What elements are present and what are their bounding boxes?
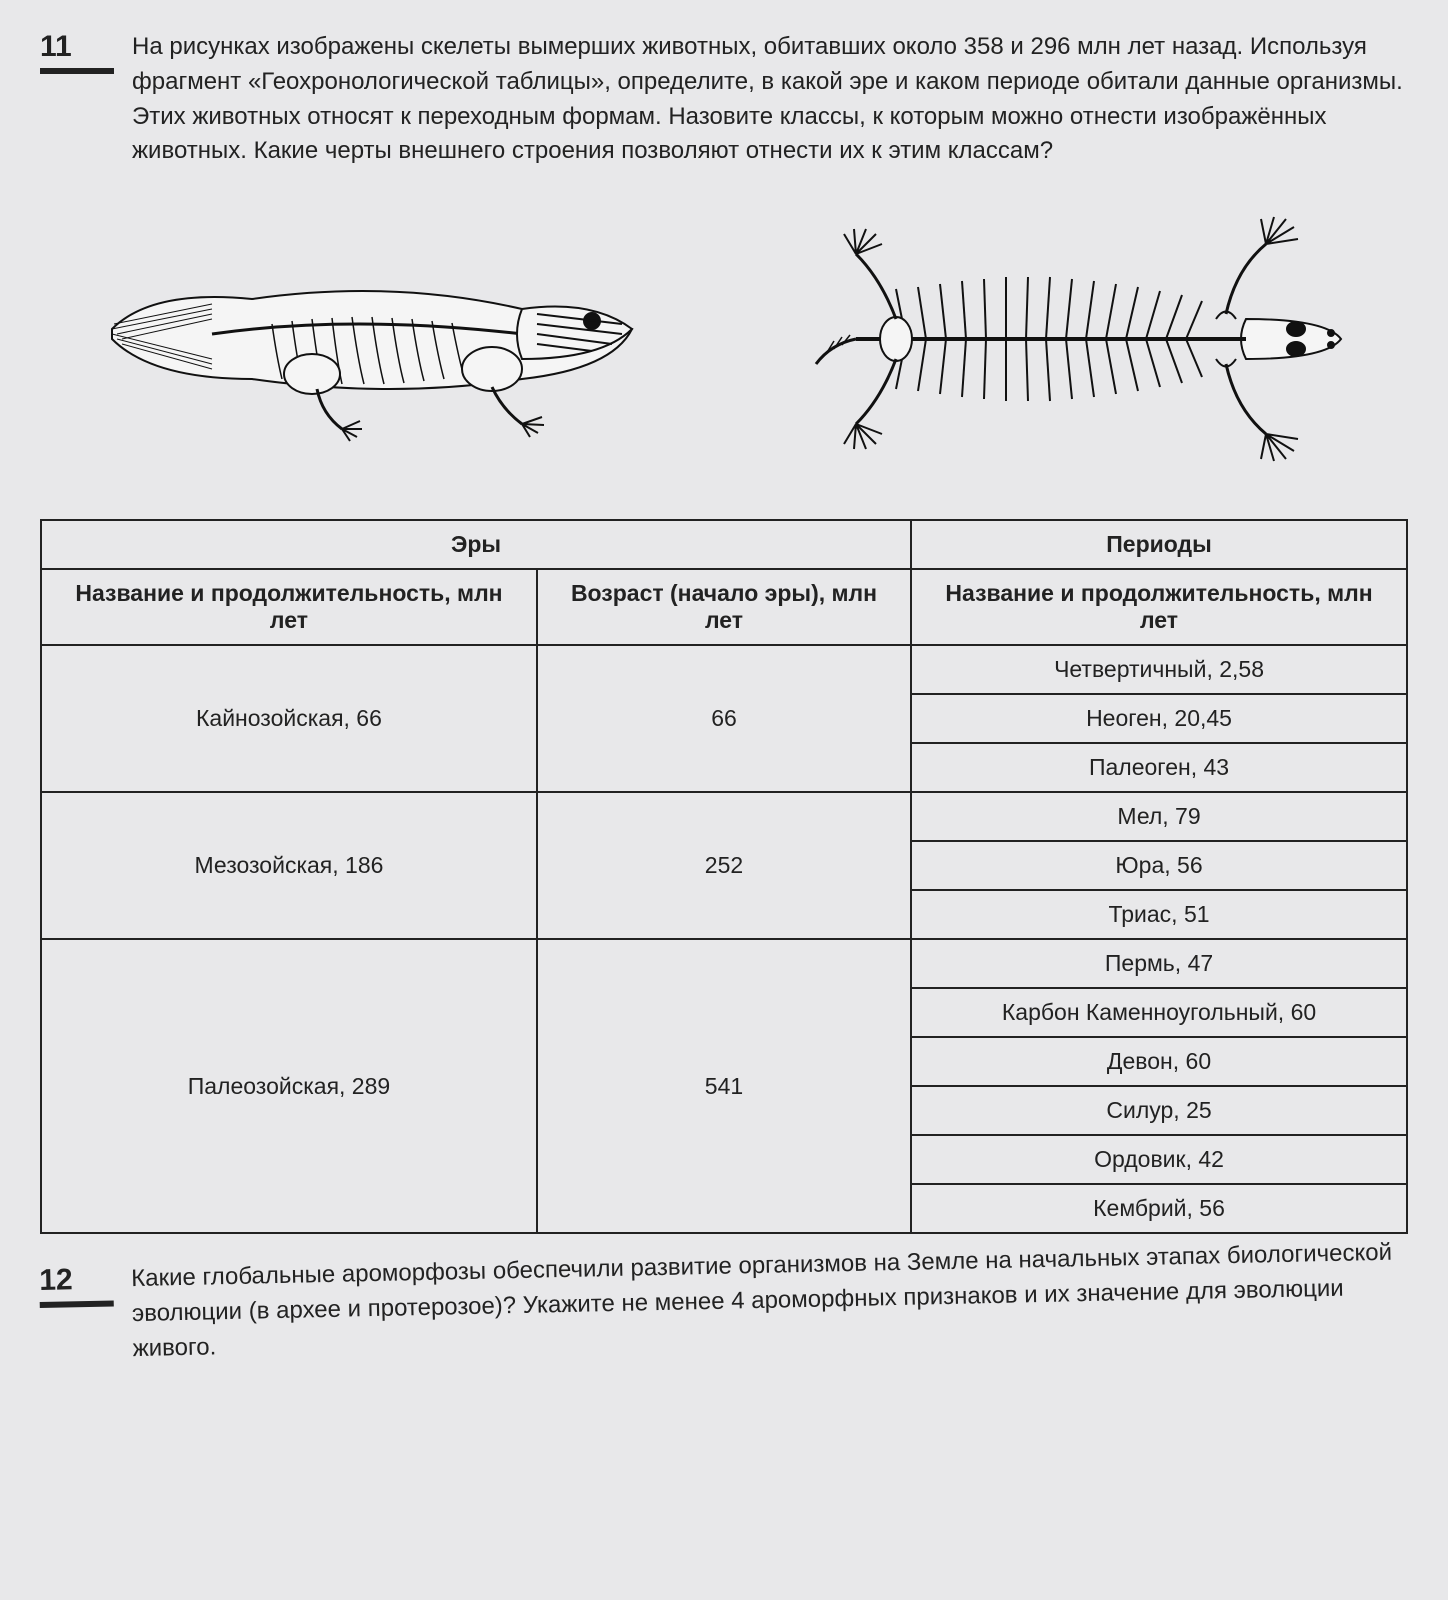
era-name-cell: Кайнозойская, 66 xyxy=(41,645,537,792)
era-name-cell: Мезозойская, 186 xyxy=(41,792,537,939)
period-cell: Четвертичный, 2,58 xyxy=(911,645,1407,694)
col-period-name: Название и продолжительность, млн лет xyxy=(911,569,1407,645)
period-cell: Палеоген, 43 xyxy=(911,743,1407,792)
header-periods: Периоды xyxy=(911,520,1407,569)
question-number-11: 11 xyxy=(40,30,114,74)
era-age-cell: 66 xyxy=(537,645,911,792)
era-age-cell: 541 xyxy=(537,939,911,1233)
period-cell: Карбон Каменноугольный, 60 xyxy=(911,988,1407,1037)
period-cell: Ордовик, 42 xyxy=(911,1135,1407,1184)
period-cell: Девон, 60 xyxy=(911,1037,1407,1086)
table-row: Мезозойская, 186252Мел, 79 xyxy=(41,792,1407,841)
header-eras: Эры xyxy=(41,520,911,569)
period-cell: Мел, 79 xyxy=(911,792,1407,841)
question-12: 12 Какие глобальные ароморфозы обеспечил… xyxy=(39,1236,1409,1369)
skeleton-seymouria-icon xyxy=(796,189,1356,489)
col-era-name: Название и продолжительность, млн лет xyxy=(41,569,537,645)
period-cell: Юра, 56 xyxy=(911,841,1407,890)
col-era-age: Возраст (начало эры), млн лет xyxy=(537,569,911,645)
table-body: Кайнозойская, 6666Четвертичный, 2,58Неог… xyxy=(41,645,1407,1233)
era-age-cell: 252 xyxy=(537,792,911,939)
figure-left xyxy=(40,229,704,449)
period-cell: Силур, 25 xyxy=(911,1086,1407,1135)
question-11: 11 На рисунках изображены скелеты вымерш… xyxy=(40,30,1408,169)
skeleton-ichthyostega-icon xyxy=(92,229,652,449)
page: 11 На рисунках изображены скелеты вымерш… xyxy=(0,0,1448,1429)
table-row: Кайнозойская, 6666Четвертичный, 2,58 xyxy=(41,645,1407,694)
period-cell: Неоген, 20,45 xyxy=(911,694,1407,743)
period-cell: Кембрий, 56 xyxy=(911,1184,1407,1233)
period-cell: Триас, 51 xyxy=(911,890,1407,939)
era-name-cell: Палеозойская, 289 xyxy=(41,939,537,1233)
question-number-12: 12 xyxy=(39,1263,114,1309)
figures-row xyxy=(40,189,1408,489)
question-text-11: На рисунках изображены скелеты вымерших … xyxy=(132,30,1408,169)
geochronology-table: Эры Периоды Название и продолжительность… xyxy=(40,519,1408,1234)
period-cell: Пермь, 47 xyxy=(911,939,1407,988)
table-row: Палеозойская, 289541Пермь, 47 xyxy=(41,939,1407,988)
figure-right xyxy=(744,189,1408,489)
question-text-12: Какие глобальные ароморфозы обеспечили р… xyxy=(131,1236,1409,1367)
